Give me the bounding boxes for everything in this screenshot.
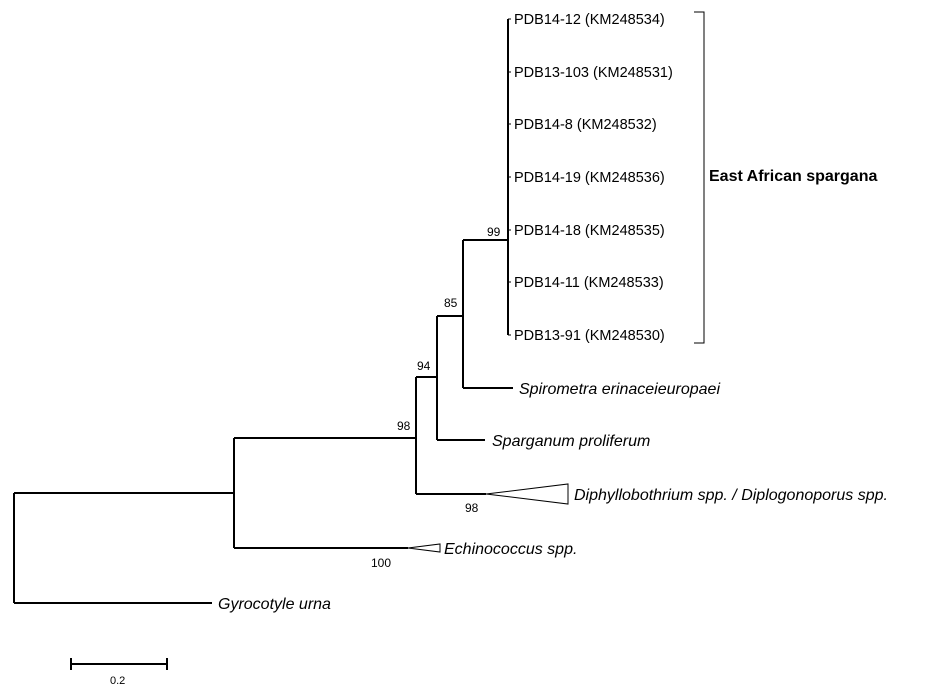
support-with-diphyllobothrium: 98 (397, 419, 411, 433)
leaf-pdb14-19: PDB14-19 (KM248536) (514, 170, 665, 186)
scale-bar-label: 0.2 (110, 675, 125, 687)
leaf-echinococcus: Echinococcus spp. (444, 541, 577, 558)
leaf-pdb14-12: PDB14-12 (KM248534) (514, 12, 665, 28)
leaf-pdb14-8: PDB14-8 (KM248532) (514, 117, 657, 133)
support-echinococcus-clade: 100 (371, 556, 391, 570)
east-african-bracket (694, 11, 705, 344)
support-with-sparganum: 94 (417, 359, 431, 373)
diphyllobothrium-collapsed-clade (485, 483, 569, 505)
leaf-diphyllobothrium: Diphyllobothrium spp. / Diplogonoporus s… (574, 487, 888, 504)
leaf-pdb13-91: PDB13-91 (KM248530) (514, 328, 665, 344)
leaf-pdb13-103: PDB13-103 (KM248531) (514, 65, 673, 81)
leaf-pdb14-11: PDB14-11 (KM248533) (514, 275, 664, 291)
leaf-pdb14-18: PDB14-18 (KM248535) (514, 223, 665, 239)
leaf-sparganum: Sparganum proliferum (492, 433, 650, 450)
support-east-african-clade: 99 (487, 225, 501, 239)
echinococcus-collapsed-clade (407, 543, 441, 553)
leaf-spirometra: Spirometra erinaceieuropaei (519, 381, 720, 398)
leaf-gyrocotyle: Gyrocotyle urna (218, 596, 331, 613)
support-diphyllobothrium-clade: 98 (465, 501, 479, 515)
group-label-east-african: East African spargana (709, 168, 877, 185)
support-with-spirometra: 85 (444, 296, 458, 310)
